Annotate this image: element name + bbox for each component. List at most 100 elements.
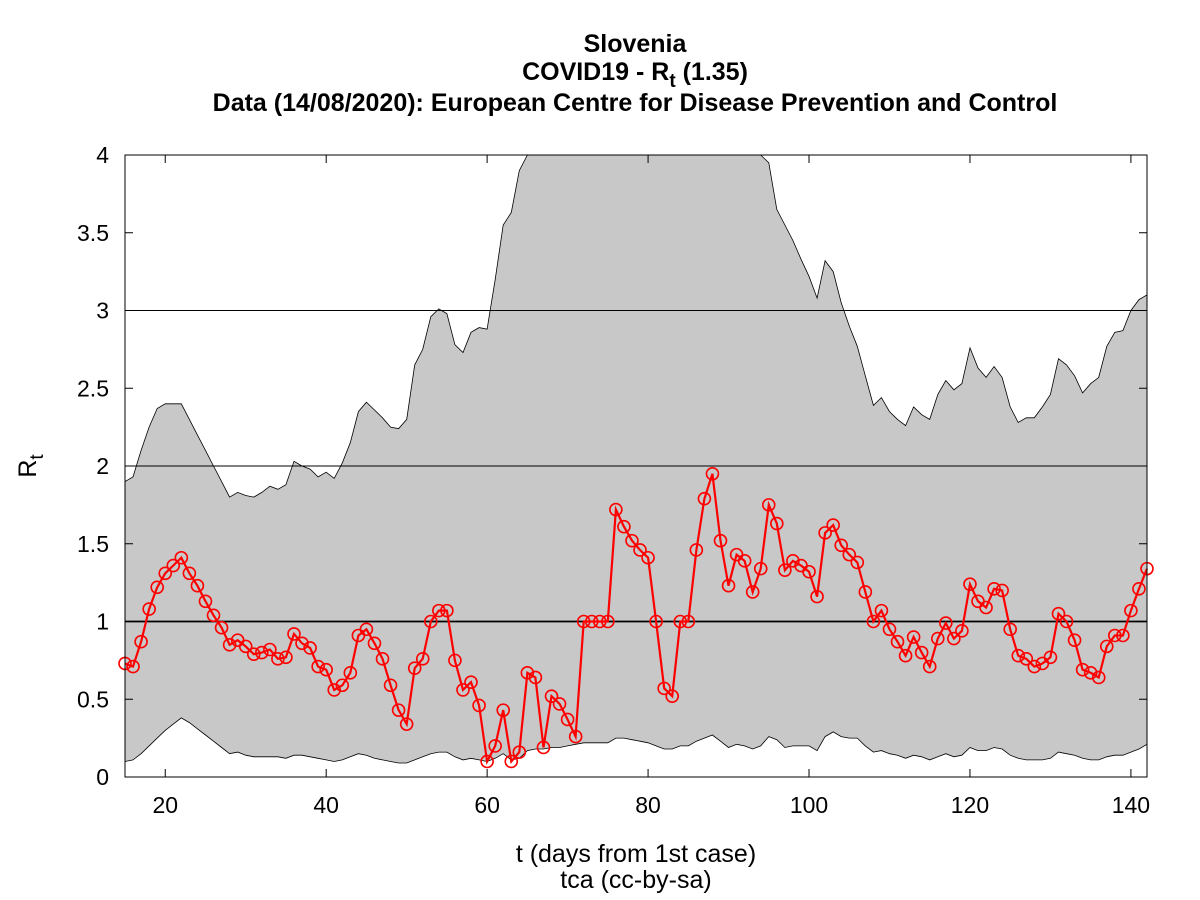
rt-point	[1027, 659, 1042, 674]
rt-point	[150, 580, 164, 595]
rt-point	[657, 681, 671, 696]
footer-credit: tca (cc-by-sa)	[560, 866, 711, 894]
rt-point	[1019, 652, 1034, 666]
rt-point	[303, 641, 317, 655]
rt-point	[882, 622, 897, 637]
rt-point	[1043, 650, 1058, 665]
rt-point	[834, 538, 849, 553]
y-tick-label: 0.5	[77, 686, 109, 712]
x-axis-ticks: 20 40 60 80 100 120 140	[152, 155, 1150, 818]
rt-point	[770, 516, 784, 531]
rt-point	[810, 589, 824, 604]
rt-point	[786, 554, 800, 568]
rt-point	[697, 491, 712, 506]
rt-point	[512, 745, 527, 759]
rt-point	[1051, 606, 1066, 621]
rt-point	[737, 554, 752, 568]
rt-point	[584, 614, 599, 629]
rt-point	[255, 645, 269, 660]
rt-point	[914, 645, 929, 660]
rt-point	[609, 502, 623, 517]
x-tick-label: 60	[474, 792, 500, 818]
rt-point	[423, 614, 438, 629]
rt-point	[134, 634, 148, 649]
rt-point	[166, 558, 181, 573]
rt-point	[1124, 603, 1138, 618]
rt-point	[1011, 648, 1026, 663]
confidence-band	[124, 154, 1148, 764]
rt-point	[198, 594, 213, 609]
rt-point	[898, 648, 913, 663]
rt-point	[1132, 582, 1146, 596]
rt-point	[922, 659, 937, 674]
rt-point	[432, 603, 446, 618]
rt-point	[560, 712, 575, 727]
rt-point	[802, 564, 816, 579]
x-tick-label: 120	[951, 792, 989, 818]
x-tick-label: 80	[635, 792, 661, 818]
rt-point	[761, 498, 776, 512]
rt-point	[568, 729, 583, 744]
x-tick-label: 20	[152, 792, 178, 818]
rt-point	[979, 600, 993, 615]
rt-point	[335, 678, 350, 693]
rt-point	[617, 519, 631, 534]
y-tick-label: 4	[96, 142, 109, 168]
rt-point	[536, 740, 551, 755]
rt-point	[126, 659, 140, 674]
y-tick-label: 2	[96, 453, 109, 479]
rt-point	[142, 602, 156, 616]
rt-point	[375, 652, 390, 666]
rt-point	[472, 698, 486, 713]
y-tick-label: 2.5	[77, 375, 109, 401]
rt-point	[158, 566, 173, 581]
x-axis-label: t (days from 1st case)	[516, 840, 756, 868]
rt-point	[939, 616, 953, 630]
rt-point	[778, 563, 792, 577]
rt-point	[625, 533, 639, 548]
rt-point	[649, 614, 663, 629]
rt-point	[601, 614, 615, 629]
rt-point	[287, 627, 301, 641]
rt-point	[496, 703, 511, 717]
y-tick-label: 1.5	[77, 531, 109, 557]
rt-point	[1108, 628, 1122, 643]
rt-point	[464, 675, 478, 689]
rt-point	[576, 614, 591, 629]
rt-point	[818, 526, 832, 540]
rt-point	[480, 754, 494, 769]
rt-point	[488, 739, 502, 753]
rt-point	[415, 652, 430, 666]
rt-point	[1075, 662, 1090, 677]
chart-title-country: Slovenia	[584, 30, 688, 58]
rt-point	[705, 466, 720, 481]
rt-point	[1116, 628, 1130, 643]
rt-point	[866, 614, 881, 629]
rt-point	[713, 533, 728, 548]
rt-point	[1091, 670, 1106, 685]
rt-point	[214, 620, 229, 635]
rt-point	[456, 683, 470, 697]
rt-point	[407, 661, 422, 675]
rt-point	[174, 550, 189, 565]
rt-point	[440, 603, 454, 618]
rt-point	[399, 717, 414, 731]
rt-point	[995, 583, 1009, 598]
y-tick-label: 0	[96, 764, 109, 790]
rt-point	[190, 578, 205, 593]
rt-point	[1059, 614, 1074, 629]
rt-series-layer	[118, 466, 1154, 769]
rt-point	[246, 647, 261, 661]
rt-point	[842, 547, 857, 562]
rt-point	[391, 703, 406, 717]
rt-point	[238, 639, 253, 654]
rt-point	[955, 624, 969, 638]
rt-point	[552, 697, 567, 711]
rt-point	[906, 630, 921, 644]
rt-point	[592, 614, 607, 629]
x-tick-label: 140	[1112, 792, 1150, 818]
rt-point	[544, 689, 559, 703]
rt-point	[874, 603, 889, 618]
rt-point	[327, 683, 342, 697]
